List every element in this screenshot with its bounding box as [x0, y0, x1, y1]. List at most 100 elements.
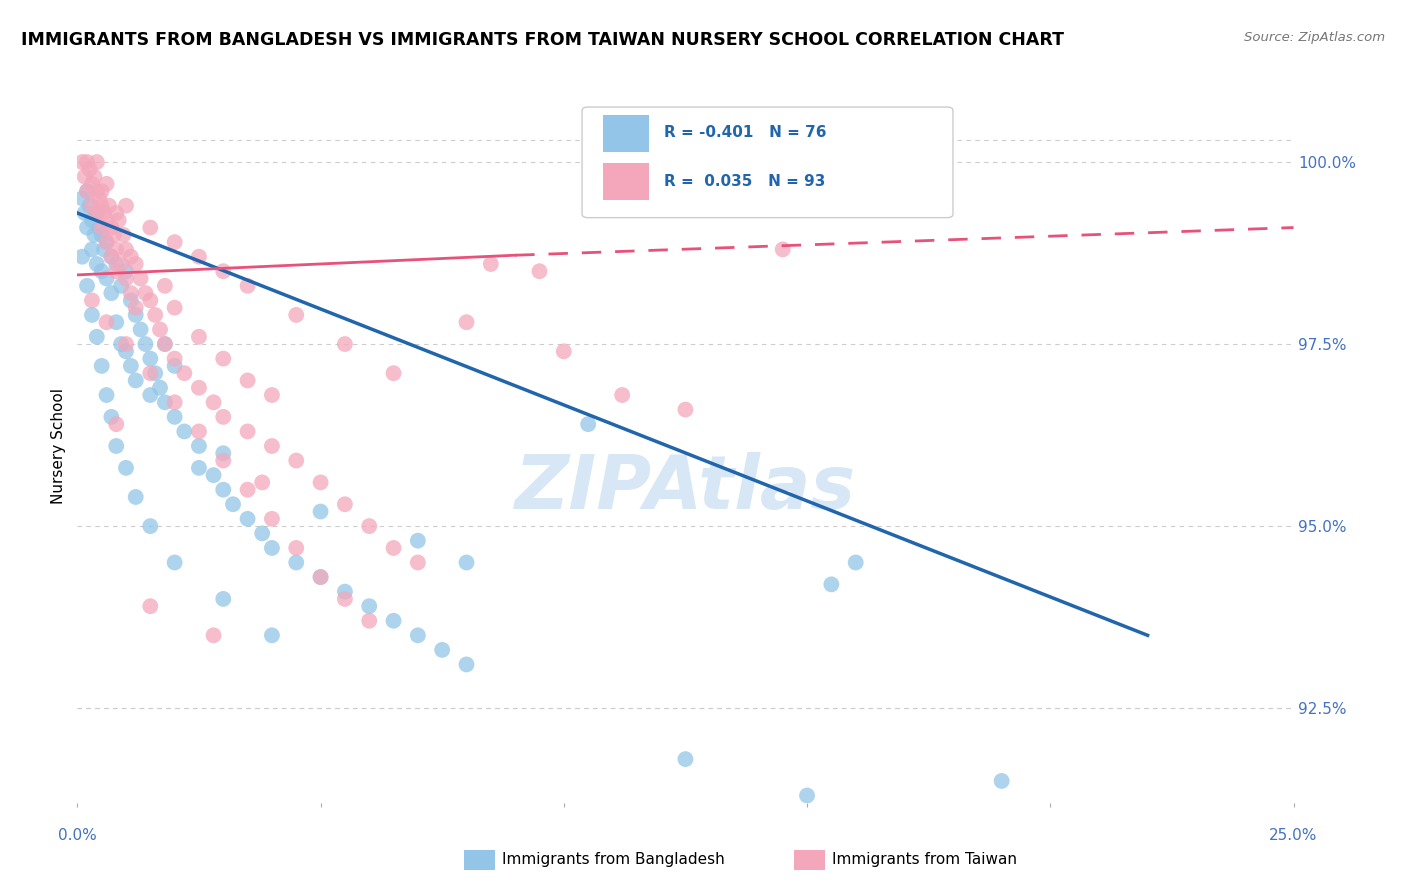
Point — [79, 199, 101, 213]
Point — [406, 533, 429, 548]
Point — [76, 155, 98, 169]
Point — [153, 278, 176, 293]
Bar — [603, 115, 650, 152]
Point — [845, 556, 868, 570]
Point — [80, 293, 103, 308]
Point — [143, 308, 166, 322]
Point — [70, 250, 93, 264]
Point — [70, 191, 93, 205]
Point — [202, 628, 225, 642]
Point — [86, 184, 108, 198]
Point — [149, 381, 172, 395]
Point — [73, 206, 96, 220]
Point — [96, 388, 118, 402]
Point — [139, 519, 162, 533]
Point — [236, 512, 259, 526]
Text: Source: ZipAtlas.com: Source: ZipAtlas.com — [1244, 31, 1385, 45]
Point — [79, 162, 101, 177]
Point — [309, 504, 332, 518]
Y-axis label: Nursery School: Nursery School — [51, 388, 66, 504]
Text: R =  0.035   N = 93: R = 0.035 N = 93 — [664, 175, 825, 189]
Point — [456, 556, 478, 570]
Point — [100, 286, 122, 301]
Point — [359, 599, 381, 614]
Point — [125, 308, 148, 322]
Point — [80, 243, 103, 257]
Point — [139, 351, 162, 366]
Point — [129, 271, 152, 285]
Point — [163, 556, 186, 570]
Point — [149, 322, 172, 336]
Point — [110, 278, 132, 293]
Point — [820, 577, 842, 591]
Point — [105, 439, 128, 453]
Point — [90, 227, 112, 242]
Point — [100, 250, 122, 264]
Point — [222, 497, 245, 511]
Point — [139, 388, 162, 402]
Point — [163, 359, 186, 373]
Point — [100, 220, 122, 235]
Point — [80, 199, 103, 213]
Point — [188, 330, 211, 344]
Point — [382, 614, 405, 628]
Point — [796, 789, 818, 803]
Point — [406, 556, 429, 570]
Point — [89, 220, 111, 235]
Point — [129, 322, 152, 336]
Point — [153, 337, 176, 351]
Point — [120, 286, 142, 301]
Point — [80, 213, 103, 227]
FancyBboxPatch shape — [582, 107, 953, 218]
Text: IMMIGRANTS FROM BANGLADESH VS IMMIGRANTS FROM TAIWAN NURSERY SCHOOL CORRELATION : IMMIGRANTS FROM BANGLADESH VS IMMIGRANTS… — [21, 31, 1064, 49]
Point — [202, 468, 225, 483]
Point — [163, 235, 186, 249]
Point — [153, 395, 176, 409]
Point — [772, 243, 794, 257]
Point — [86, 330, 108, 344]
Point — [163, 409, 186, 424]
Point — [173, 366, 195, 380]
Point — [529, 264, 551, 278]
Point — [212, 453, 235, 467]
Point — [285, 556, 308, 570]
Point — [125, 490, 148, 504]
Point — [76, 220, 98, 235]
Point — [134, 286, 156, 301]
Point — [612, 388, 634, 402]
Point — [139, 599, 162, 614]
Point — [139, 220, 162, 235]
Point — [105, 315, 128, 329]
Point — [105, 257, 128, 271]
Point — [110, 337, 132, 351]
Point — [236, 374, 259, 388]
Point — [285, 453, 308, 467]
Point — [93, 206, 115, 220]
Point — [212, 409, 235, 424]
Point — [115, 344, 138, 359]
Point — [430, 643, 453, 657]
Point — [212, 446, 235, 460]
Point — [107, 213, 129, 227]
Text: Immigrants from Bangladesh: Immigrants from Bangladesh — [502, 853, 724, 867]
Point — [163, 351, 186, 366]
Point — [86, 257, 108, 271]
Point — [359, 614, 381, 628]
Point — [120, 293, 142, 308]
Point — [163, 395, 186, 409]
Point — [309, 570, 332, 584]
Point — [990, 774, 1012, 789]
Point — [70, 155, 93, 169]
Point — [212, 351, 235, 366]
Point — [188, 439, 211, 453]
Point — [139, 366, 162, 380]
Point — [83, 169, 105, 184]
Point — [105, 206, 128, 220]
Point — [115, 337, 138, 351]
Point — [236, 425, 259, 439]
Point — [260, 628, 283, 642]
Point — [86, 206, 108, 220]
Point — [212, 483, 235, 497]
Point — [260, 512, 283, 526]
Bar — [603, 162, 650, 200]
